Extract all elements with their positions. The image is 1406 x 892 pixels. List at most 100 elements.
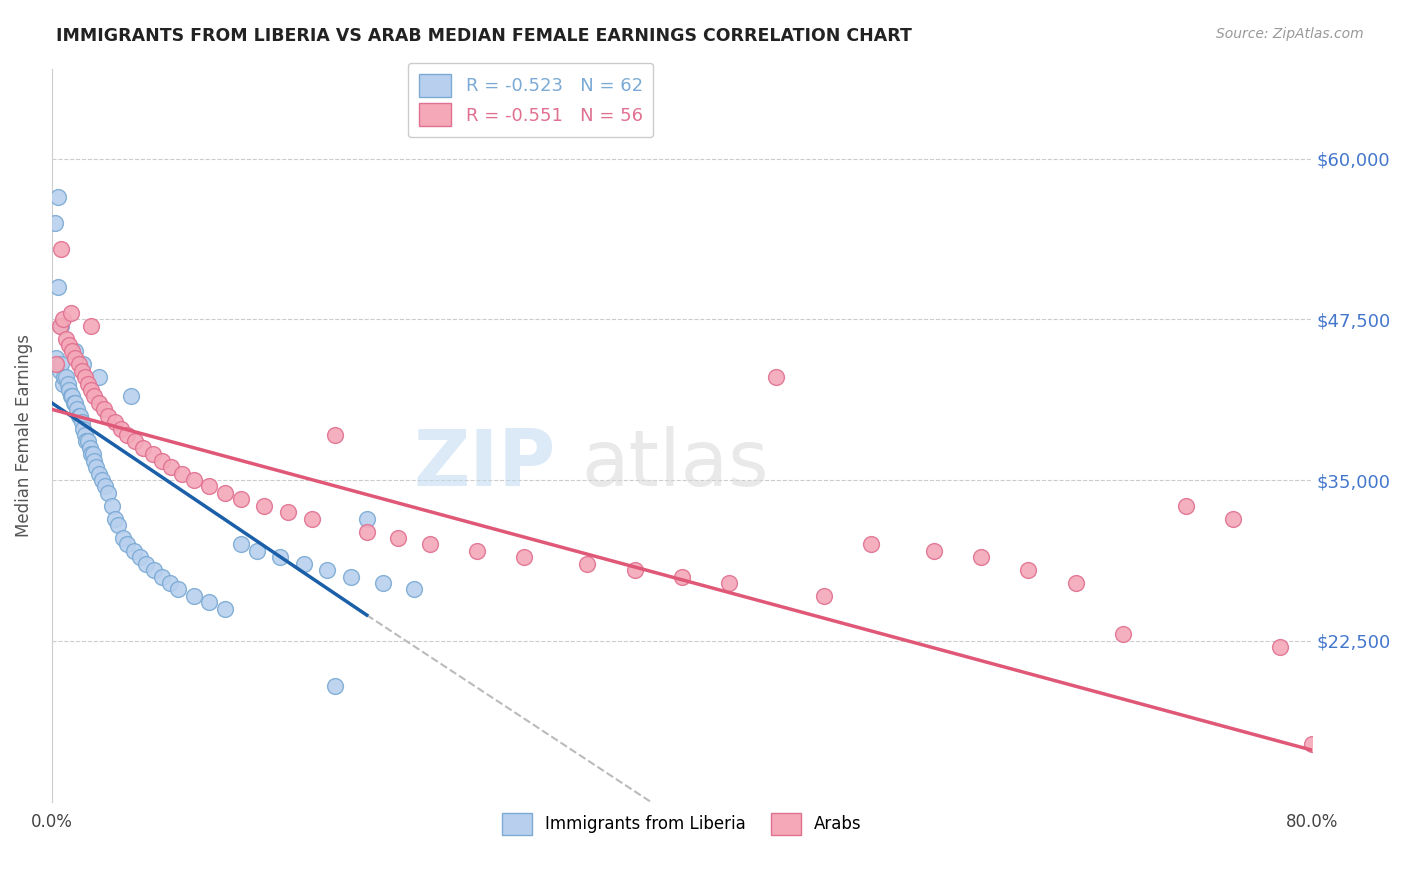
Point (419, 537, 441, 551)
Point (229, 537, 252, 551)
Point (70, 415, 93, 429)
Point (301, 511, 323, 525)
Point (245, 543, 267, 558)
Point (66, 402, 89, 417)
Point (1017, 563, 1039, 577)
Point (97, 486, 120, 500)
Point (46, 280, 69, 294)
Point (52, 312, 75, 326)
Point (671, 569, 693, 583)
Point (83, 389, 105, 403)
Point (65, 344, 87, 359)
Point (340, 569, 363, 583)
Point (166, 582, 188, 597)
Point (1270, 640, 1292, 655)
Point (970, 550, 993, 565)
Point (58, 338, 80, 352)
Point (70, 364, 93, 378)
Point (356, 524, 378, 539)
Legend: Immigrants from Liberia, Arabs: Immigrants from Liberia, Arabs (492, 803, 872, 845)
Point (48, 364, 70, 378)
Point (91, 473, 114, 487)
Point (82, 447, 104, 461)
Point (150, 454, 173, 468)
Point (51, 318, 73, 333)
Point (277, 505, 299, 519)
Point (253, 499, 276, 513)
Point (87, 370, 110, 384)
Point (52, 376, 75, 391)
Point (104, 511, 127, 525)
Point (813, 589, 835, 603)
Point (79, 441, 101, 455)
Point (1222, 511, 1244, 525)
Point (129, 550, 152, 565)
Point (142, 447, 165, 461)
Point (59, 389, 82, 403)
Point (323, 428, 346, 442)
Point (1174, 499, 1197, 513)
Point (214, 601, 236, 615)
Point (77, 376, 100, 391)
Point (198, 595, 221, 609)
Point (356, 511, 378, 525)
Point (1064, 576, 1087, 591)
Point (513, 550, 536, 565)
Point (402, 582, 425, 597)
Point (65, 396, 87, 410)
Point (576, 557, 599, 571)
Point (922, 543, 945, 558)
Point (80, 447, 103, 461)
Point (80, 318, 103, 333)
Point (72, 422, 94, 436)
Point (117, 428, 139, 442)
Y-axis label: Median Female Earnings: Median Female Earnings (15, 334, 32, 537)
Point (107, 518, 129, 533)
Point (269, 550, 291, 565)
Point (67, 357, 90, 371)
Point (83, 454, 105, 468)
Point (45, 357, 67, 371)
Point (120, 389, 142, 403)
Point (65, 351, 87, 365)
Point (183, 589, 205, 603)
Point (44, 216, 66, 230)
Text: atlas: atlas (581, 426, 769, 502)
Point (132, 441, 155, 455)
Point (292, 557, 315, 571)
Point (323, 679, 346, 693)
Point (623, 563, 645, 577)
Point (45, 351, 67, 365)
Point (56, 376, 79, 391)
Point (84, 460, 107, 475)
Point (58, 383, 80, 397)
Point (51, 242, 73, 256)
Point (765, 370, 787, 384)
Point (59, 306, 82, 320)
Point (51, 357, 73, 371)
Point (69, 409, 91, 423)
Point (371, 576, 394, 591)
Text: ZIP: ZIP (413, 426, 555, 502)
Point (87, 396, 110, 410)
Point (53, 370, 76, 384)
Point (465, 543, 488, 558)
Point (73, 370, 96, 384)
Point (110, 422, 132, 436)
Text: IMMIGRANTS FROM LIBERIA VS ARAB MEDIAN FEMALE EARNINGS CORRELATION CHART: IMMIGRANTS FROM LIBERIA VS ARAB MEDIAN F… (56, 27, 912, 45)
Point (160, 460, 183, 475)
Text: Source: ZipAtlas.com: Source: ZipAtlas.com (1216, 27, 1364, 41)
Point (60, 344, 83, 359)
Point (77, 434, 100, 449)
Point (75, 434, 97, 449)
Point (93, 402, 115, 417)
Point (100, 499, 122, 513)
Point (183, 473, 205, 487)
Point (111, 531, 134, 545)
Point (117, 537, 139, 551)
Point (172, 467, 194, 481)
Point (73, 428, 96, 442)
Point (46, 190, 69, 204)
Point (67, 409, 90, 423)
Point (55, 332, 77, 346)
